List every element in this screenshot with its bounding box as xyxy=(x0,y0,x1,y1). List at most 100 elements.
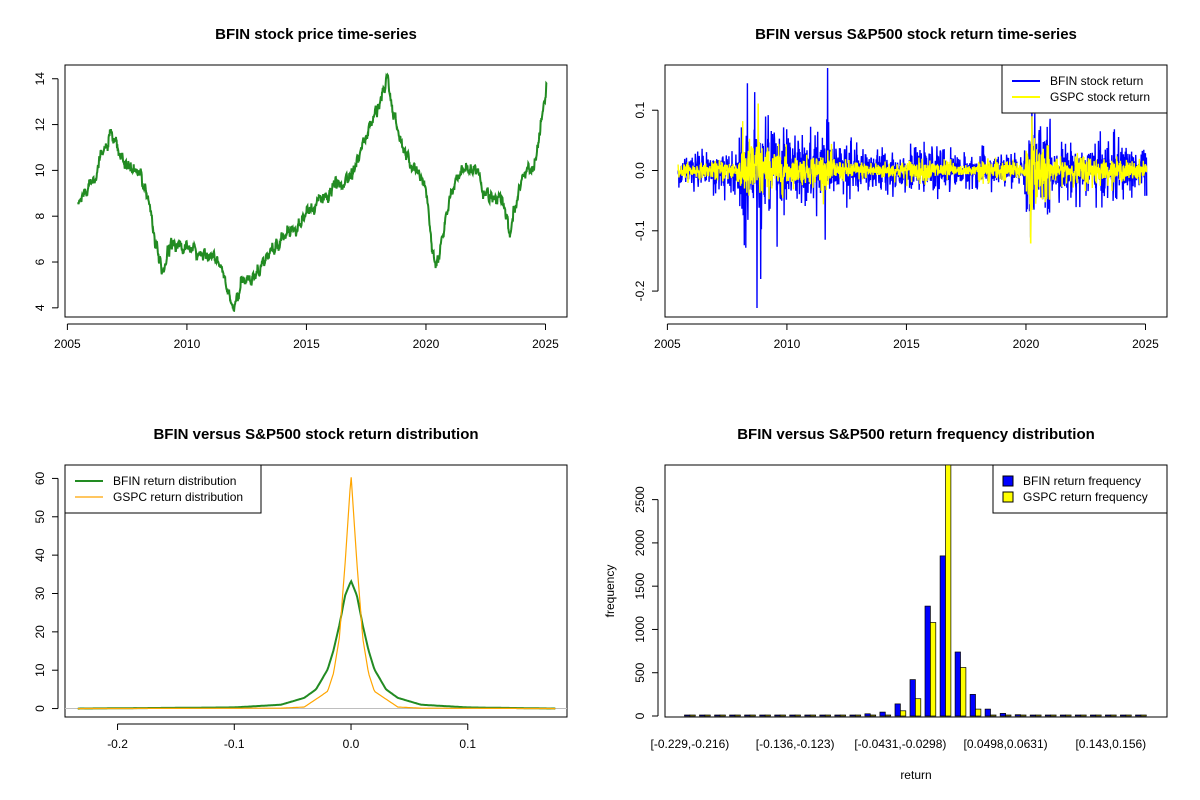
bfin-frequency-bar xyxy=(999,713,1006,717)
gspc-frequency-bar xyxy=(1095,714,1102,717)
y-tick-label: 0.1 xyxy=(633,102,647,119)
gspc-frequency-bar xyxy=(1125,714,1132,717)
bfin-frequency-bar xyxy=(714,714,721,717)
gspc-frequency-bar xyxy=(1065,714,1072,717)
bfin-frequency-bar xyxy=(759,714,766,717)
chart-title: BFIN versus S&P500 stock return distribu… xyxy=(153,426,478,443)
x-tick-label: [-0.229,-0.216) xyxy=(651,737,730,751)
bfin-frequency-bar xyxy=(1090,714,1097,717)
plot-frame xyxy=(664,464,1168,718)
gspc-frequency-bar xyxy=(1035,714,1042,717)
gspc-return-series xyxy=(677,103,1148,244)
y-tick-label: 1000 xyxy=(633,616,647,643)
gspc-frequency-bar xyxy=(975,708,982,717)
x-tick-label: 2025 xyxy=(1132,337,1159,351)
y-tick-label: -0.2 xyxy=(633,280,647,301)
x-tick-label: [-0.0431,-0.0298) xyxy=(854,737,946,751)
y-axis-label: frequency xyxy=(603,565,617,618)
gspc-frequency-bar xyxy=(734,714,741,717)
y-tick-label: 30 xyxy=(33,586,47,600)
x-tick-label: 2015 xyxy=(293,337,320,351)
x-axis-label: return xyxy=(900,768,931,782)
y-tick-label: 50 xyxy=(33,510,47,524)
plot-frame xyxy=(64,64,568,318)
bfin-frequency-bar xyxy=(819,714,826,717)
x-tick-label: 2005 xyxy=(654,337,681,351)
gspc-frequency-bar xyxy=(945,464,952,717)
y-tick-label: 0 xyxy=(633,712,647,719)
y-tick-label: 6 xyxy=(33,258,47,265)
legend-swatch xyxy=(1002,491,1014,503)
gspc-frequency-bar xyxy=(930,622,937,717)
bfin-frequency-bar xyxy=(834,714,841,717)
x-tick-label: 0.0 xyxy=(343,737,360,751)
bfin-frequency-bar xyxy=(1059,714,1067,717)
legend-box xyxy=(1001,64,1168,114)
legend-label: BFIN return frequency xyxy=(1023,474,1141,488)
bfin-frequency-bar xyxy=(909,679,916,717)
legend-swatch xyxy=(1002,475,1014,487)
legend-label: BFIN stock return xyxy=(1050,74,1143,88)
gspc-frequency-bar xyxy=(1020,714,1027,717)
bfin-frequency-bar xyxy=(939,555,946,717)
plot-frame xyxy=(64,464,568,718)
bfin-frequency-bar xyxy=(789,714,796,717)
bfin-frequency-bar xyxy=(969,694,976,717)
gspc-frequency-bar xyxy=(900,710,907,717)
x-tick-label: 2025 xyxy=(532,337,559,351)
gspc-frequency-bar xyxy=(839,714,846,717)
gspc-frequency-bar xyxy=(689,714,696,717)
plot-frame xyxy=(664,64,1168,318)
gspc-density-line xyxy=(77,477,556,710)
y-tick-label: 2000 xyxy=(633,529,647,556)
bfin-frequency-bar xyxy=(849,714,856,717)
chart-title: BFIN versus S&P500 stock return time-ser… xyxy=(755,26,1077,43)
x-tick-label: 2015 xyxy=(893,337,920,351)
x-tick-label: 0.1 xyxy=(459,737,476,751)
density-chart-panel: BFIN versus S&P500 stock return distribu… xyxy=(33,426,568,751)
gspc-frequency-bar xyxy=(1005,714,1012,717)
chart-title: BFIN versus S&P500 return frequency dist… xyxy=(737,426,1095,443)
gspc-frequency-bar xyxy=(764,714,771,717)
legend-label: GSPC return distribution xyxy=(113,490,243,504)
y-tick-label: 500 xyxy=(633,662,647,682)
y-tick-label: 2500 xyxy=(633,486,647,513)
returns-chart-panel: BFIN versus S&P500 stock return time-ser… xyxy=(633,26,1168,351)
bfin-frequency-bar xyxy=(864,713,871,717)
gspc-frequency-bar xyxy=(1110,714,1117,717)
bfin-frequency-bar xyxy=(774,714,781,717)
legend-label: GSPC return frequency xyxy=(1023,490,1148,504)
gspc-frequency-bar xyxy=(824,714,831,717)
price-chart-panel: BFIN stock price time-series 2005 2010 2015… xyxy=(33,26,568,351)
gspc-frequency-bar xyxy=(869,714,877,717)
gspc-frequency-bar xyxy=(854,714,862,717)
y-tick-label: 0 xyxy=(33,705,47,712)
bfin-frequency-bar xyxy=(1135,714,1142,717)
bfin-frequency-bar xyxy=(1044,714,1052,717)
bfin-frequency-bar xyxy=(804,714,811,717)
gspc-frequency-bar xyxy=(719,714,726,717)
bfin-frequency-bar xyxy=(1120,714,1127,717)
x-tick-label: [-0.136,-0.123) xyxy=(756,737,835,751)
gspc-frequency-bar xyxy=(749,714,756,717)
y-tick-label: 10 xyxy=(33,663,47,677)
legend: BFIN return frequency GSPC return frequen… xyxy=(992,464,1168,514)
frequency-chart-panel: BFIN versus S&P500 return frequency dist… xyxy=(603,426,1168,782)
legend: BFIN stock return GSPC stock return xyxy=(1001,64,1168,114)
y-tick-label: 60 xyxy=(33,471,47,485)
legend: BFIN return distribution GSPC return dist… xyxy=(64,464,262,514)
y-tick-label: 14 xyxy=(33,72,47,86)
bfin-frequency-bar xyxy=(699,714,706,717)
price-series-line xyxy=(77,72,548,313)
bfin-frequency-bar xyxy=(1074,714,1082,717)
x-tick-label: [0.143,0.156) xyxy=(1075,737,1146,751)
x-tick-label: [0.0498,0.0631) xyxy=(964,737,1048,751)
y-tick-label: 12 xyxy=(33,118,47,132)
y-tick-label: -0.1 xyxy=(633,220,647,241)
x-tick-label: 2010 xyxy=(774,337,801,351)
gspc-frequency-bar xyxy=(990,714,997,717)
gspc-frequency-bar xyxy=(960,667,967,717)
bfin-frequency-bar xyxy=(684,714,691,717)
bfin-frequency-bar xyxy=(744,714,751,717)
